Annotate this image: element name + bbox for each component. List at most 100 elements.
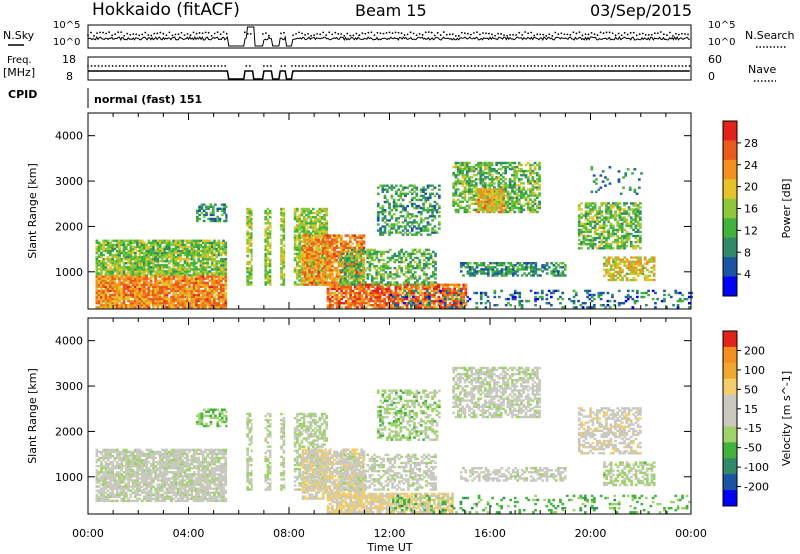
power-echo-cell — [374, 304, 377, 307]
power-echo-cell — [140, 275, 144, 278]
power-echo-cell — [192, 299, 196, 303]
power-echo-cell — [493, 178, 496, 181]
noise-search-dot — [331, 33, 334, 36]
power-echo-cell — [176, 272, 180, 275]
power-echo-cell — [407, 277, 410, 280]
power-echo-cell — [314, 232, 317, 235]
nave-dot — [611, 65, 614, 67]
power-echo-cell — [293, 216, 297, 219]
power-echo-cell — [407, 269, 410, 272]
power-echo-cell — [106, 304, 110, 307]
power-echo-cell — [468, 161, 471, 165]
power-echo-cell — [179, 275, 182, 278]
power-echo-cell — [219, 260, 223, 263]
power-echo-cell — [170, 306, 173, 309]
nave-dot — [667, 65, 670, 67]
power-echo-cell — [422, 265, 426, 268]
power-echo-cell — [143, 285, 146, 288]
power-echo-cell — [314, 222, 317, 225]
power-echo-cell — [282, 273, 286, 276]
power-echo-cell — [113, 268, 117, 271]
power-echo-cell — [154, 264, 157, 267]
power-echo-cell — [361, 281, 365, 284]
power-echo-cell — [298, 216, 301, 219]
power-echo-cell — [215, 266, 219, 269]
power-echo-cell — [405, 304, 409, 307]
power-echo-cell — [421, 285, 425, 288]
power-echo-cell — [314, 224, 317, 227]
power-echo-cell — [163, 302, 167, 305]
power-echo-cell — [213, 239, 216, 242]
power-echo-cell — [319, 267, 323, 270]
power-echo-cell — [422, 252, 426, 256]
power-echo-cell — [104, 293, 108, 297]
power-echo-cell — [210, 302, 214, 305]
power-echo-cell — [104, 279, 108, 282]
power-echo-cell — [366, 260, 370, 264]
power-echo-cell — [457, 297, 461, 301]
power-echo-cell — [340, 271, 343, 274]
power-echo-cell — [106, 243, 110, 247]
power-echo-cell — [250, 209, 254, 213]
power-echo-cell — [199, 262, 203, 265]
power-echo-cell — [387, 285, 391, 288]
power-echo-cell — [217, 281, 221, 284]
power-echo-cell — [181, 245, 185, 249]
power-echo-cell — [222, 239, 225, 242]
power-echo-cell — [326, 258, 330, 262]
power-echo-cell — [425, 252, 428, 256]
power-echo-cell — [140, 299, 144, 303]
power-echo-cell — [199, 249, 203, 253]
power-echo-cell — [156, 270, 160, 273]
power-echo-cell — [167, 277, 171, 280]
power-echo-cell — [127, 266, 130, 269]
power-echo-cell — [97, 249, 101, 253]
power-echo-cell — [417, 304, 420, 307]
nave-dot — [361, 65, 364, 67]
nave-dot — [498, 65, 501, 67]
power-echo-cell — [104, 249, 108, 253]
nave-dot — [403, 65, 406, 67]
power-echo-cell — [331, 279, 334, 282]
power-echo-cell — [309, 211, 313, 215]
power-echo-cell — [222, 262, 225, 265]
nave-dot — [635, 65, 638, 67]
power-echo-cell — [282, 279, 286, 282]
power-echo-cell — [296, 269, 299, 272]
power-echo-cell — [208, 245, 212, 249]
power-echo-cell — [456, 202, 460, 205]
power-echo-cell — [190, 299, 194, 303]
power-echo-cell — [145, 253, 148, 257]
power-echo-cell — [246, 281, 249, 284]
noise-search-dot — [491, 33, 493, 36]
power-echo-cell — [433, 204, 437, 208]
power-echo-cell — [333, 277, 336, 280]
power-echo-cell — [266, 228, 270, 231]
power-echo-cell — [314, 281, 317, 284]
power-echo-cell — [222, 251, 225, 255]
power-echo-cell — [319, 240, 323, 243]
power-echo-cell — [350, 283, 354, 286]
power-echo-cell — [377, 260, 381, 264]
power-echo-cell — [222, 272, 225, 275]
power-echo-cell — [118, 268, 121, 271]
power-echo-cell — [296, 277, 299, 280]
power-echo-cell — [122, 245, 126, 249]
power-echo-cell — [248, 218, 252, 221]
power-echo-cell — [307, 226, 310, 229]
power-echo-cell — [319, 234, 323, 237]
power-echo-cell — [167, 260, 171, 263]
nave-dot — [101, 65, 103, 67]
power-echo-cell — [149, 277, 153, 280]
power-echo-cell — [395, 209, 398, 212]
power-echo-cell — [190, 281, 194, 284]
power-echo-cell — [280, 256, 283, 260]
power-echo-cell — [95, 239, 99, 242]
power-echo-cell — [310, 242, 314, 245]
power-echo-cell — [361, 248, 365, 252]
power-echo-cell — [145, 283, 148, 286]
power-echo-cell — [320, 230, 324, 233]
power-echo-cell — [410, 285, 414, 288]
power-echo-cell — [349, 250, 352, 254]
power-echo-cell — [183, 262, 187, 265]
